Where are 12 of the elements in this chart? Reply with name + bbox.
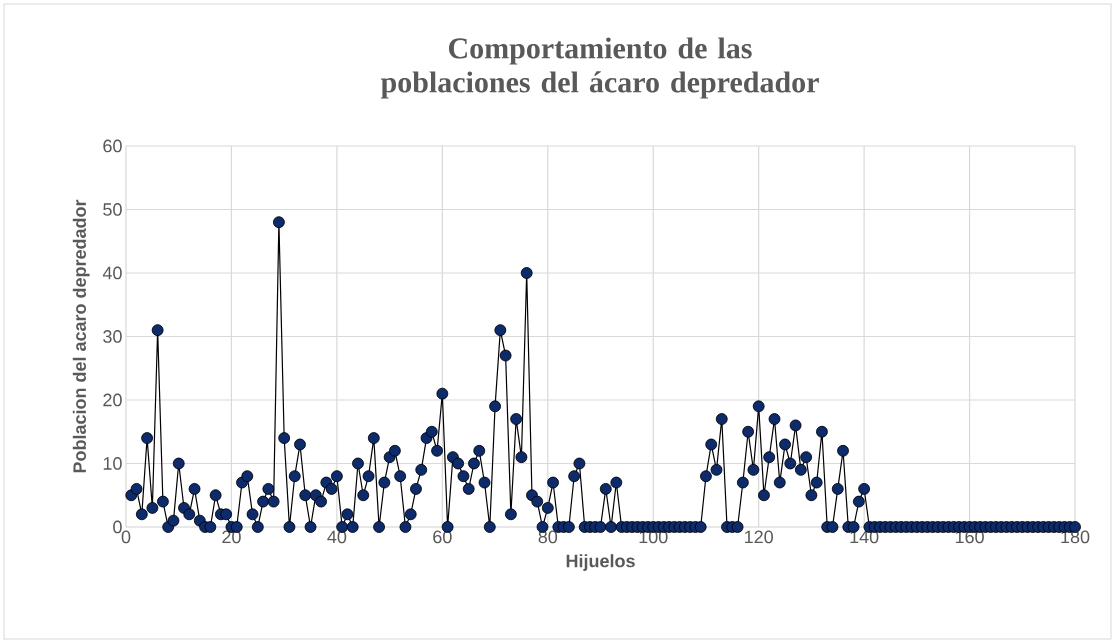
y-tick-label: 60 [103,139,122,153]
y-tick-label: 40 [102,266,122,280]
y-tick-label: 30 [103,330,122,343]
y-tick-label: 50 [103,203,122,216]
y-tick-label: 20 [103,393,122,407]
x-tick-label: 0 [121,530,131,544]
x-axis-title: Hijuelos [566,554,635,571]
chart-title: Comportamiento de las poblaciones del ácaro depredador [380,37,819,99]
x-tick-label: 120 [745,530,773,544]
y-tick-label: 0 [113,520,122,534]
y-axis-title: Poblacion del acaro depredador [72,199,90,473]
y-tick-label: 10 [103,457,122,470]
